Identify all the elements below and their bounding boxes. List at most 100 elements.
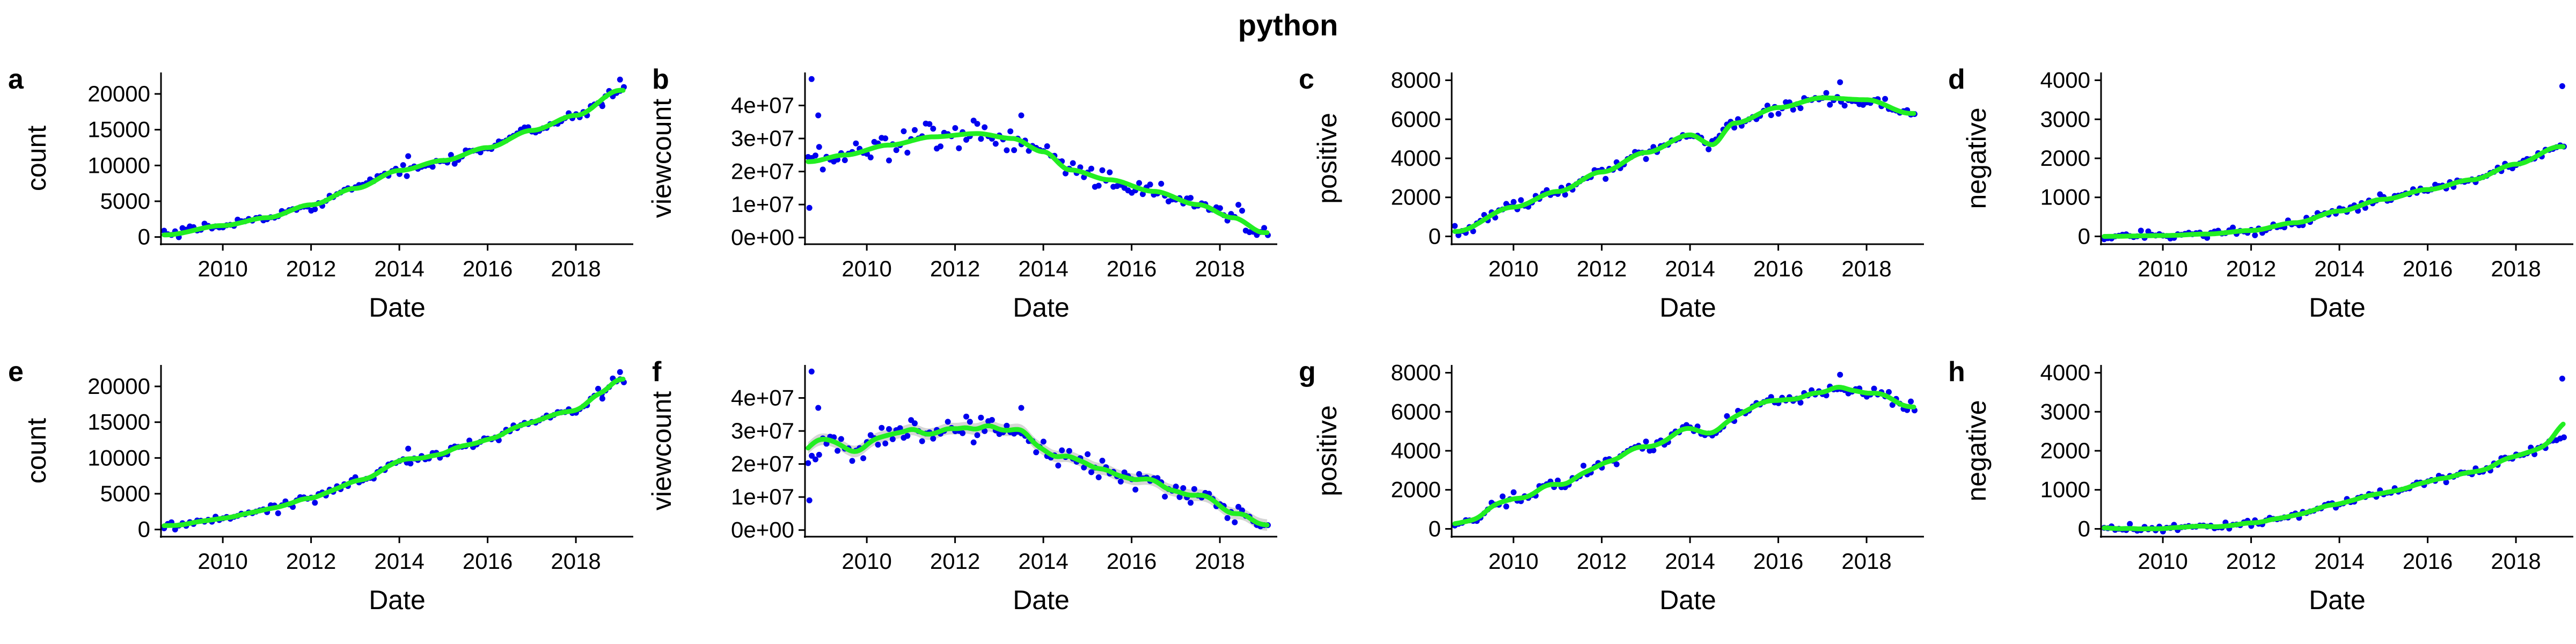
data-point (451, 160, 458, 167)
y-axis-label: viewcount (647, 391, 677, 510)
x-tick-label: 2016 (463, 256, 513, 281)
data-point (2138, 228, 2144, 234)
y-tick-label: 3000 (2040, 399, 2090, 424)
data-point (1180, 485, 1187, 491)
data-point (1173, 484, 1179, 490)
data-point (967, 419, 973, 425)
data-point (1580, 463, 1587, 469)
data-point (1070, 160, 1076, 166)
x-tick-label: 2018 (1841, 548, 1891, 574)
data-point (904, 433, 911, 439)
panel-tag: f (652, 356, 662, 387)
data-point (1059, 447, 1065, 453)
data-point (1040, 438, 1046, 445)
data-point (1088, 165, 1094, 172)
data-point (1882, 96, 1889, 102)
y-tick-label: 2000 (2040, 438, 2090, 463)
x-axis-label: Date (1013, 585, 1070, 615)
x-tick-label: 2018 (1195, 256, 1245, 281)
data-point (1224, 515, 1231, 521)
data-point (1768, 112, 1774, 119)
x-tick-label: 2010 (841, 548, 891, 574)
data-point (1004, 422, 1010, 429)
data-point (1827, 101, 1833, 108)
y-tick-label: 5000 (100, 481, 150, 506)
confidence-ribbon (808, 420, 1268, 531)
smooth-line (1452, 385, 1916, 526)
data-point (1011, 147, 1018, 153)
y-tick-label: 2000 (1391, 185, 1441, 210)
y-tick-label: 3000 (2040, 106, 2090, 131)
panel-e: 0 5000 10000 15000 20000 2010 2012 2014 2016 2018… (8, 356, 633, 615)
x-tick-label: 2012 (1577, 548, 1627, 574)
y-tick-label: 10000 (87, 445, 150, 470)
data-point (1007, 128, 1014, 135)
x-tick-label: 2010 (1488, 548, 1538, 574)
data-point (806, 204, 813, 211)
x-tick-label: 2010 (1488, 256, 1538, 281)
panel-d: 0 1000 2000 3000 4000 2010 2012 2014 2016 2018 Dat… (1948, 64, 2573, 323)
data-point (974, 121, 980, 127)
panel-tag: d (1948, 64, 1965, 95)
data-point (1085, 451, 1091, 457)
figure-title: python (1238, 8, 1338, 42)
data-point (1235, 503, 1242, 510)
data-point (312, 206, 318, 213)
data-point (1908, 398, 1914, 405)
x-tick-label: 2014 (2314, 256, 2364, 281)
y-tick-label: 1000 (2040, 477, 2090, 502)
data-point (1239, 208, 1245, 214)
y-axis-label: count (21, 126, 52, 191)
data-point (1121, 469, 1128, 475)
panel-b: 0e+00 1e+07 2e+07 3e+07 4e+07 2010 2012 2014 201… (647, 64, 1277, 323)
data-point (1235, 202, 1242, 208)
data-point (1191, 486, 1197, 492)
data-point (1188, 195, 1194, 201)
x-tick-label: 2010 (841, 256, 891, 281)
x-tick-label: 2014 (1018, 256, 1068, 281)
x-tick-label: 2012 (1577, 256, 1627, 281)
y-tick-label: 1e+07 (731, 484, 794, 509)
x-tick-label: 2010 (2138, 548, 2187, 574)
x-tick-label: 2016 (2403, 548, 2453, 574)
data-point (1139, 191, 1146, 197)
x-tick-label: 2018 (551, 256, 601, 281)
x-tick-label: 2012 (286, 548, 336, 574)
data-point (1775, 111, 1782, 117)
data-point (407, 460, 414, 467)
y-tick-label: 4000 (2040, 68, 2090, 93)
y-tick-label: 2000 (1391, 477, 1441, 502)
x-tick-label: 2012 (2226, 548, 2276, 574)
data-point (813, 456, 818, 463)
data-point (595, 385, 601, 392)
data-point (867, 154, 874, 160)
data-point (806, 497, 813, 503)
data-point (919, 438, 925, 444)
y-tick-label: 6000 (1391, 106, 1441, 131)
panel-c: 0 2000 4000 6000 8000 2010 2012 2014 2016 2018 Dat… (1299, 64, 1924, 323)
data-point (1176, 494, 1183, 500)
x-axis-label: Date (1659, 585, 1716, 615)
y-tick-label: 15000 (87, 409, 150, 435)
y-tick-label: 4e+07 (731, 93, 794, 118)
y-tick-label: 3e+07 (731, 418, 794, 443)
data-point (617, 76, 623, 83)
data-point (1643, 156, 1649, 162)
x-axis-label: Date (1013, 292, 1070, 323)
data-point (974, 432, 980, 438)
y-axis-label: negative (1962, 107, 1992, 209)
data-point (405, 153, 412, 159)
data-point (1650, 447, 1657, 453)
x-tick-label: 2012 (930, 256, 980, 281)
data-point (912, 127, 918, 133)
data-point (1066, 448, 1072, 454)
data-point (2559, 83, 2565, 89)
data-point (879, 425, 885, 431)
data-point (1158, 180, 1165, 187)
data-point (1724, 413, 1730, 419)
data-point (1117, 478, 1124, 485)
data-point (1136, 471, 1143, 477)
panel-tag: g (1299, 356, 1316, 387)
data-point (882, 440, 889, 447)
